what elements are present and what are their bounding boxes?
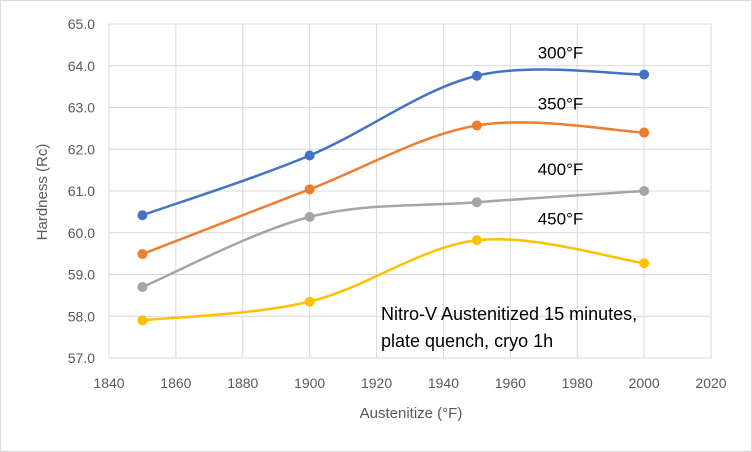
y-tick-label: 64.0 <box>68 58 95 74</box>
tick-labels: 57.0 58.0 59.0 60.0 61.0 62.0 63.0 64.0 65.0 1840… <box>68 16 727 391</box>
x-tick-label: 1920 <box>361 375 392 391</box>
data-point <box>304 211 315 222</box>
data-point <box>137 210 148 221</box>
data-point <box>471 70 482 81</box>
series-line-0 <box>141 68 646 217</box>
x-tick-label: 1900 <box>294 375 325 391</box>
series-line-1 <box>141 121 646 256</box>
annotation-line-1: Nitro-V Austenitized 15 minutes, <box>381 304 637 324</box>
data-point <box>137 282 148 293</box>
series-label: 450°F <box>538 209 584 228</box>
x-tick-label: 1840 <box>93 375 124 391</box>
data-point <box>639 186 650 196</box>
y-tick-label: 59.0 <box>68 267 95 283</box>
data-point <box>137 249 148 260</box>
x-tick-label: 1940 <box>428 375 459 391</box>
series-labels: 300°F 350°F 400°F 450°F <box>538 44 584 229</box>
data-point <box>304 184 315 195</box>
data-point <box>471 120 482 131</box>
series-label: 400°F <box>538 160 584 179</box>
series-line-2 <box>141 189 646 289</box>
y-tick-label: 57.0 <box>68 350 95 366</box>
data-point <box>137 315 148 326</box>
annotation-line-2: plate quench, cryo 1h <box>381 331 553 351</box>
x-tick-label: 1860 <box>160 375 191 391</box>
series-line-3 <box>141 238 646 322</box>
data-point <box>471 235 482 246</box>
y-tick-label: 58.0 <box>68 308 95 324</box>
data-point <box>304 296 315 307</box>
x-tick-label: 2000 <box>629 375 660 391</box>
y-tick-label: 63.0 <box>68 100 95 116</box>
x-axis-title: Austenitize (°F) <box>360 405 463 422</box>
y-tick-label: 61.0 <box>68 183 95 199</box>
x-tick-label: 1960 <box>495 375 526 391</box>
y-tick-label: 62.0 <box>68 141 95 157</box>
y-axis-title: Hardness (Rc) <box>34 144 51 241</box>
x-tick-label: 2020 <box>695 375 726 391</box>
data-point <box>639 127 650 138</box>
series-lines <box>141 68 646 322</box>
y-tick-label: 60.0 <box>68 225 95 241</box>
data-point <box>639 258 650 269</box>
data-point <box>639 69 650 80</box>
data-markers <box>137 69 650 326</box>
series-label: 350°F <box>538 94 584 113</box>
y-tick-label: 65.0 <box>68 16 95 32</box>
x-tick-label: 1880 <box>227 375 258 391</box>
data-point <box>304 150 315 161</box>
data-point <box>471 197 482 208</box>
series-label: 300°F <box>538 44 584 63</box>
x-tick-label: 1980 <box>562 375 593 391</box>
